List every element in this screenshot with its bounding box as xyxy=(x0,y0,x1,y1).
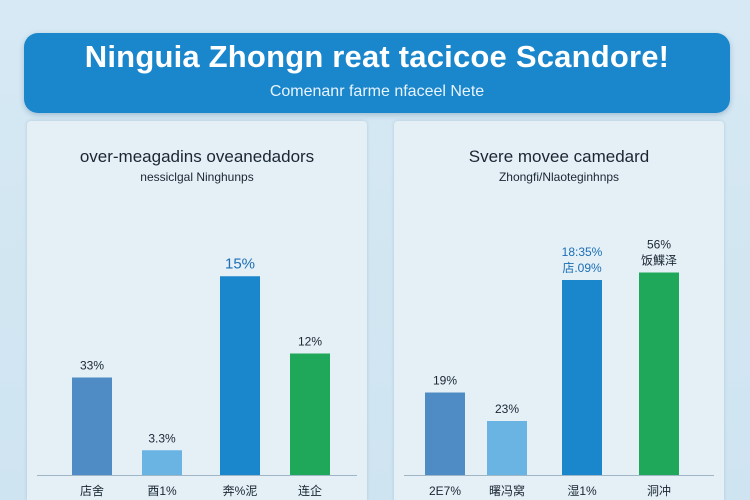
data-label: 23% xyxy=(495,402,519,416)
bar xyxy=(220,276,260,475)
data-label: 56% xyxy=(647,238,671,252)
category-label: 酉1% xyxy=(147,484,177,498)
category-label: 洞冲 xyxy=(647,483,671,498)
category-label: 奔%泥 xyxy=(223,484,258,498)
data-label: 店.09% xyxy=(562,261,602,275)
bar xyxy=(72,377,112,475)
bar-chart-left: 33% 店舍 3.3% 酉1% 15% 奔%泥 12% 连企 xyxy=(37,255,357,498)
category-label: 连企 xyxy=(298,483,322,498)
chart-title: Svere movee camedard xyxy=(468,147,650,166)
chart-panel-right: Svere movee camedard Zhongfi/Nlaoteginhn… xyxy=(394,121,724,500)
bar xyxy=(562,280,602,475)
chart-subtitle: nessiclgal Ninghunps xyxy=(140,170,254,184)
bar xyxy=(639,272,679,475)
chart-title: over-meagadins oveanedadors xyxy=(79,147,315,166)
page-title: Ninguia Zhongn reat tacicoe Scandore! xyxy=(84,39,670,74)
chart-subtitle: Zhongfi/Nlaoteginhnps xyxy=(498,170,620,184)
data-label: 15% xyxy=(225,255,255,272)
bar xyxy=(142,450,182,475)
category-label: 湿1% xyxy=(567,483,597,498)
chart-panel-left: over-meagadins oveanedadors nessiclgal N… xyxy=(27,121,367,500)
bar xyxy=(487,421,527,475)
page-subtitle: Comenanr farme nfaceel Nete xyxy=(269,83,485,100)
data-label: 饭鰈泽 xyxy=(641,254,677,268)
category-label: 曙冯窝 xyxy=(489,483,525,498)
data-label: 33% xyxy=(80,359,104,373)
category-label: 店舍 xyxy=(80,483,104,498)
category-label: 2E7% xyxy=(429,484,461,498)
data-label: 18:35% xyxy=(562,245,603,259)
header-banner: Ninguia Zhongn reat tacicoe Scandore! Co… xyxy=(24,33,730,113)
data-label: 3.3% xyxy=(148,431,176,445)
bar xyxy=(290,353,330,475)
bar xyxy=(425,392,465,475)
data-label: 19% xyxy=(433,374,457,388)
data-label: 12% xyxy=(298,335,322,349)
